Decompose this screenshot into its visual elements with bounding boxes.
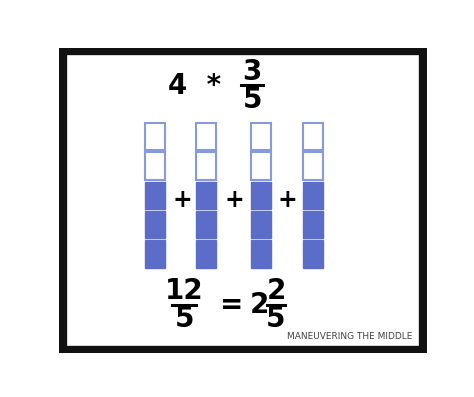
Bar <box>251 240 272 268</box>
Bar <box>196 123 216 150</box>
Text: 5: 5 <box>174 305 194 333</box>
Text: +: + <box>173 189 192 212</box>
Bar <box>196 211 216 238</box>
Text: 5: 5 <box>242 86 262 114</box>
Text: =: = <box>220 291 244 319</box>
Text: MANEUVERING THE MIDDLE: MANEUVERING THE MIDDLE <box>286 332 412 341</box>
Bar <box>196 181 216 209</box>
Bar <box>251 181 272 209</box>
Bar <box>145 240 165 268</box>
Bar <box>302 240 323 268</box>
Text: 3: 3 <box>242 58 262 86</box>
Bar <box>302 152 323 180</box>
Bar <box>145 211 165 238</box>
Text: 5: 5 <box>266 305 286 333</box>
Bar <box>302 123 323 150</box>
Bar <box>145 123 165 150</box>
Text: 2: 2 <box>266 277 286 305</box>
Text: +: + <box>278 189 298 212</box>
Bar <box>145 152 165 180</box>
Text: 12: 12 <box>165 277 203 305</box>
Bar <box>251 152 272 180</box>
Bar <box>196 240 216 268</box>
Bar <box>145 181 165 209</box>
Text: 4  *: 4 * <box>168 72 221 100</box>
Bar <box>196 152 216 180</box>
Bar <box>302 211 323 238</box>
Text: +: + <box>225 189 245 212</box>
Text: 2: 2 <box>250 291 269 319</box>
Bar <box>251 211 272 238</box>
Bar <box>251 123 272 150</box>
Bar <box>302 181 323 209</box>
